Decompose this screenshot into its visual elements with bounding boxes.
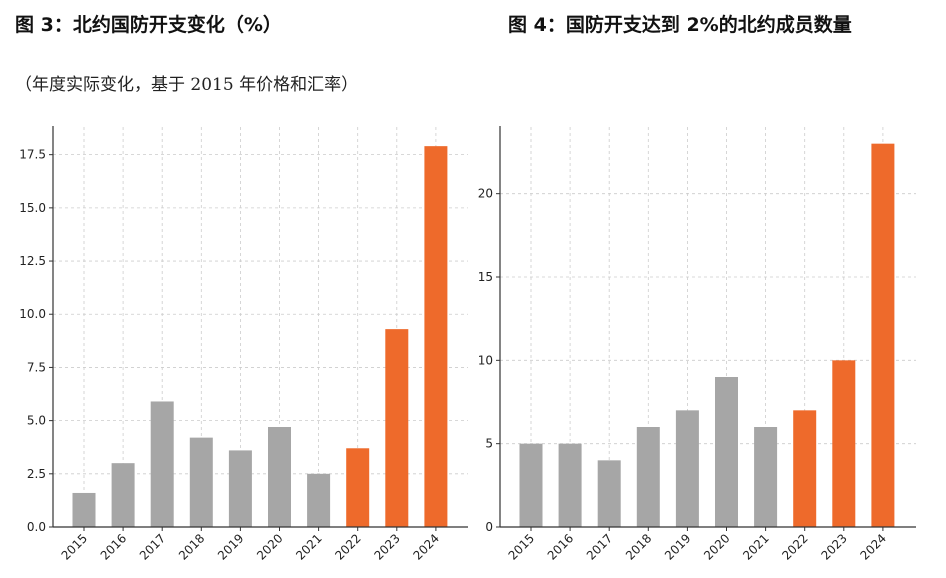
fig3-bar-2022 <box>346 448 370 527</box>
fig3-bar-2020 <box>268 427 291 527</box>
y-tick-label: 17.5 <box>19 148 46 162</box>
y-tick-label: 10.0 <box>19 307 46 321</box>
x-tick-label-2021: 2021 <box>293 531 324 562</box>
x-tick-label-2022: 2022 <box>332 531 363 562</box>
x-tick-label-2016: 2016 <box>98 531 129 562</box>
members-at-2pct-chart: 0 5 10 15 20 2015 2016 2017 2018 2019 2020 2021 2022… <box>478 126 916 563</box>
y-tick-label: 12.5 <box>19 254 46 268</box>
fig4-bar-2022 <box>793 410 817 527</box>
x-tick-label-2017: 2017 <box>584 531 615 562</box>
x-tick-label-2019: 2019 <box>215 531 246 562</box>
fig4-bar-2015 <box>519 443 543 527</box>
x-tick-label-2018: 2018 <box>176 531 207 562</box>
figure-3-title: 图 3：北约国防开支变化（%） <box>15 14 282 36</box>
x-tick-label-2020: 2020 <box>254 531 285 562</box>
x-tick-label-2016: 2016 <box>545 531 576 562</box>
fig4-bar-2019 <box>675 410 699 527</box>
fig4-bar-2020 <box>715 377 738 527</box>
fig4-bar-2018 <box>636 427 660 527</box>
x-tick-label-2015: 2015 <box>59 531 90 562</box>
defense-spending-change-chart: 0.0 2.5 5.0 7.5 10.0 12.5 15.0 17.5 2015 2016 2017… <box>19 126 468 563</box>
y-tick-label: 20 <box>478 187 493 201</box>
y-tick-label: 0 <box>485 520 493 534</box>
fig4-bar-2017 <box>597 460 621 527</box>
y-tick-label: 15.0 <box>19 201 46 215</box>
fig3-bar-2023 <box>385 329 409 527</box>
y-tick-label: 5 <box>485 437 493 451</box>
x-tick-label-2022: 2022 <box>779 531 810 562</box>
y-tick-label: 0.0 <box>27 520 46 534</box>
x-tick-label-2024: 2024 <box>858 531 889 562</box>
figure-4-title: 图 4：国防开支达到 2%的北约成员数量 <box>508 14 852 36</box>
fig4-bar-2021 <box>754 427 778 527</box>
fig3-bar-2019 <box>228 450 252 527</box>
x-tick-label-2019: 2019 <box>662 531 693 562</box>
y-tick-label: 5.0 <box>27 414 46 428</box>
fig3-bar-2017 <box>150 401 174 527</box>
y-tick-label: 15 <box>478 270 493 284</box>
fig4-bar-2024 <box>871 143 895 527</box>
y-tick-label: 7.5 <box>27 360 46 374</box>
x-tick-label-2015: 2015 <box>506 531 537 562</box>
fig3-bar-2018 <box>189 437 213 527</box>
fig4-bar-2023 <box>832 360 856 527</box>
x-tick-label-2021: 2021 <box>740 531 771 562</box>
x-tick-label-2020: 2020 <box>701 531 732 562</box>
figure-3-subtitle: （年度实际变化，基于 2015 年价格和汇率） <box>15 75 359 95</box>
fig3-bar-2021 <box>307 473 331 527</box>
fig4-bar-2016 <box>558 443 582 527</box>
fig3-bar-2024 <box>424 146 448 528</box>
x-tick-label-2018: 2018 <box>623 531 654 562</box>
x-tick-label-2017: 2017 <box>137 531 168 562</box>
x-tick-label-2023: 2023 <box>818 531 849 562</box>
fig3-bar-2016 <box>111 463 135 527</box>
y-tick-label: 10 <box>478 353 493 367</box>
fig3-bar-2015 <box>72 492 96 527</box>
y-tick-label: 2.5 <box>27 467 46 481</box>
x-tick-label-2024: 2024 <box>411 531 442 562</box>
x-tick-label-2023: 2023 <box>371 531 402 562</box>
